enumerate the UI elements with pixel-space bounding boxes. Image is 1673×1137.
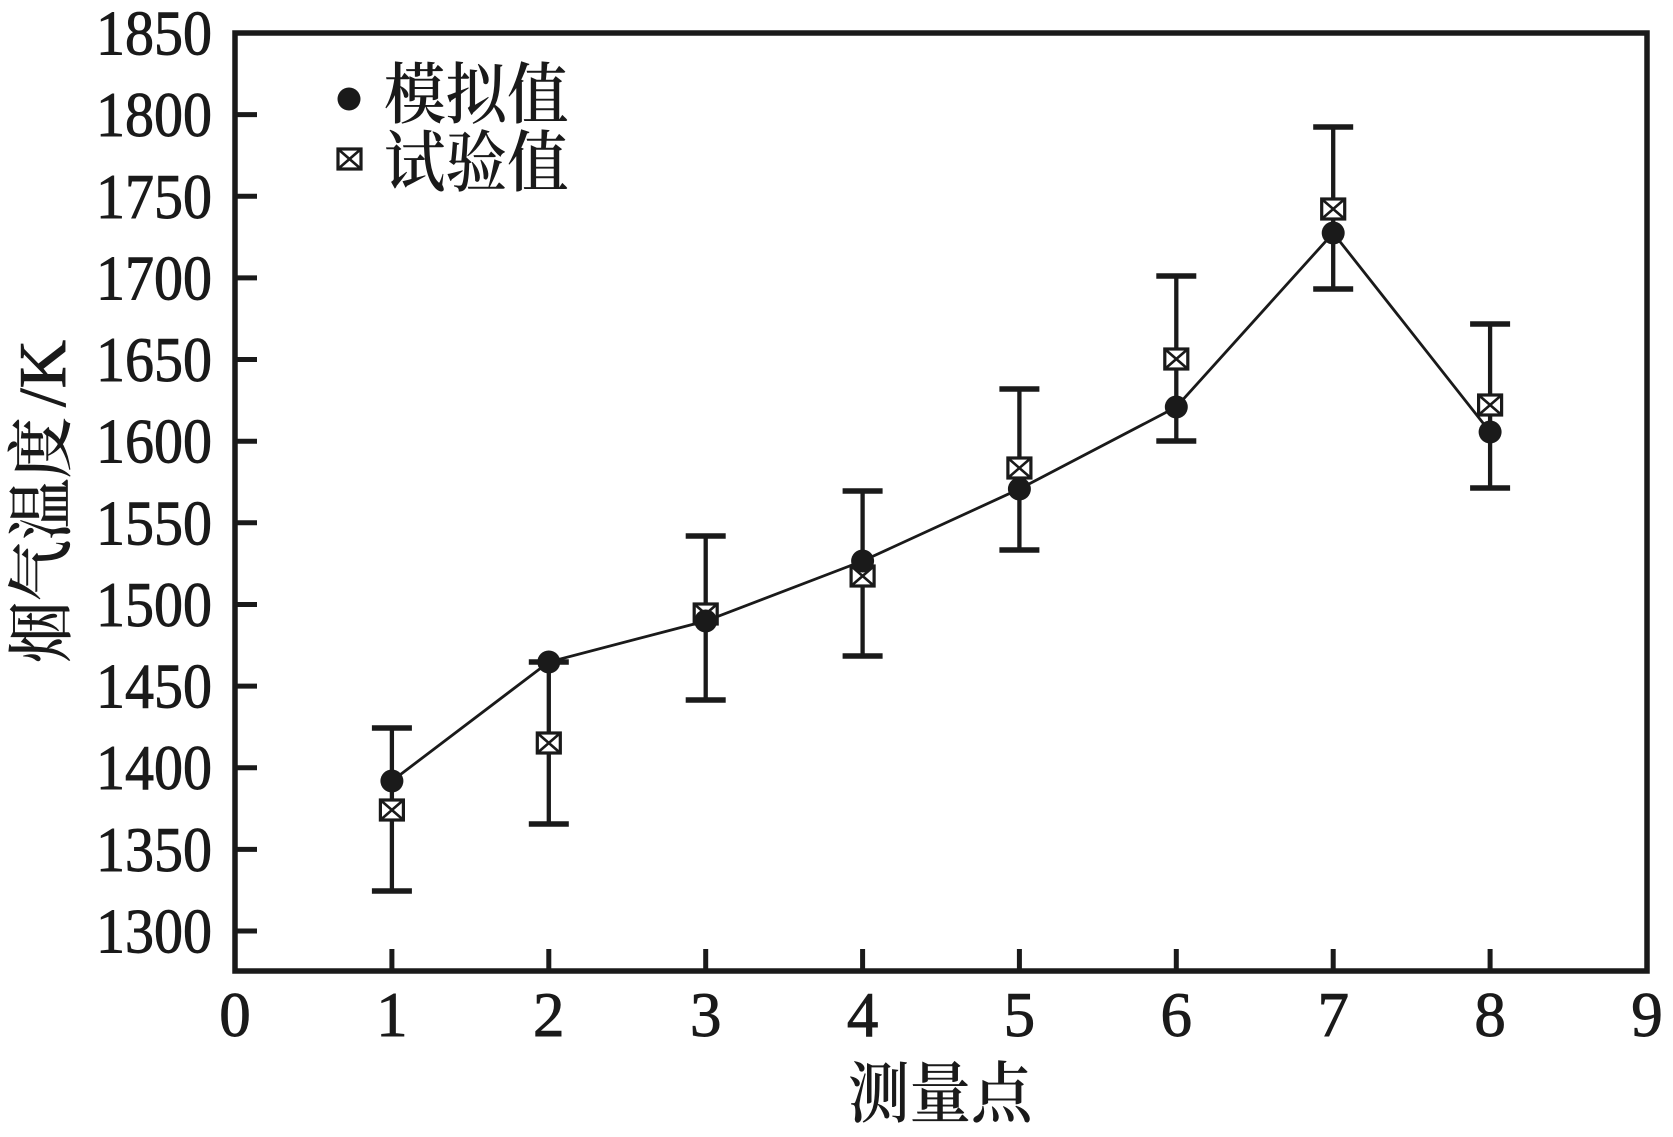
svg-text:1800: 1800 bbox=[96, 80, 212, 150]
svg-text:1500: 1500 bbox=[96, 570, 212, 640]
svg-text:1450: 1450 bbox=[96, 652, 212, 722]
svg-text:4: 4 bbox=[847, 980, 879, 1050]
svg-text:6: 6 bbox=[1161, 980, 1193, 1050]
svg-text:7: 7 bbox=[1317, 980, 1349, 1050]
svg-text:2: 2 bbox=[533, 980, 565, 1050]
svg-text:1400: 1400 bbox=[96, 733, 212, 803]
svg-text:8: 8 bbox=[1474, 980, 1506, 1050]
svg-text:1: 1 bbox=[376, 980, 408, 1050]
svg-text:3: 3 bbox=[690, 980, 722, 1050]
svg-text:5: 5 bbox=[1004, 980, 1036, 1050]
svg-text:0: 0 bbox=[219, 980, 251, 1050]
svg-text:1750: 1750 bbox=[96, 162, 212, 232]
svg-text:1700: 1700 bbox=[96, 243, 212, 313]
svg-text:/K: /K bbox=[6, 340, 80, 407]
svg-text:1650: 1650 bbox=[96, 325, 212, 395]
svg-text:1600: 1600 bbox=[96, 407, 212, 477]
svg-text:9: 9 bbox=[1631, 980, 1663, 1050]
svg-text:1850: 1850 bbox=[96, 0, 212, 69]
svg-text:1350: 1350 bbox=[96, 815, 212, 885]
svg-text:1550: 1550 bbox=[96, 488, 212, 558]
svg-text:1300: 1300 bbox=[96, 897, 212, 967]
